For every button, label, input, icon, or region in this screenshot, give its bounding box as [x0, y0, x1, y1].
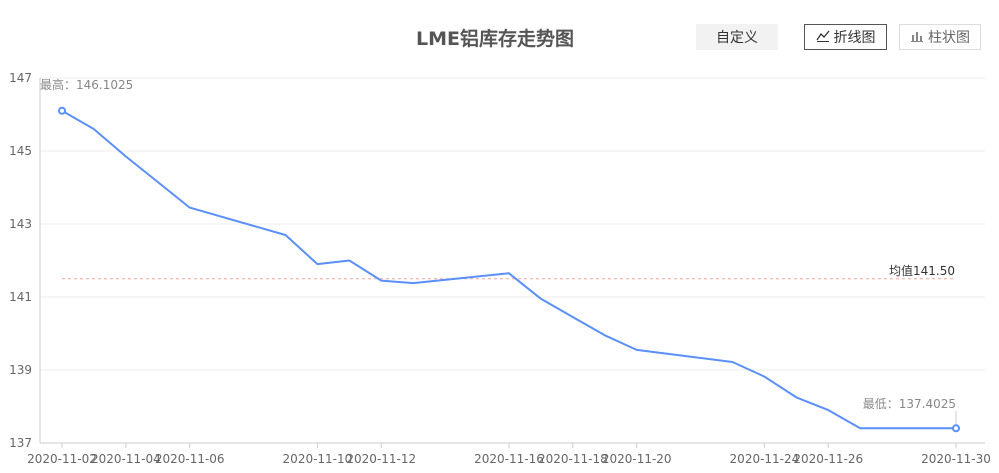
min-label: 最低：137.4025 — [863, 397, 956, 411]
x-tick-label: 2020-11-24 — [730, 452, 800, 466]
y-tick-label: 137 — [9, 436, 32, 450]
line-chart-button[interactable]: 折线图 — [804, 24, 887, 50]
custom-button-label: 自定义 — [716, 30, 758, 46]
bar-chart-icon — [910, 25, 924, 51]
x-tick-label: 2020-11-30 — [921, 452, 991, 466]
y-tick-label: 145 — [9, 144, 32, 158]
max-label: 最高：146.1025 — [40, 77, 133, 92]
custom-button[interactable]: 自定义 — [696, 24, 778, 50]
x-tick-label: 2020-11-10 — [283, 452, 353, 466]
bar-chart-button-label: 柱状图 — [928, 30, 970, 46]
chart-title: LME铝库存走势图 — [416, 28, 574, 50]
x-tick-label: 2020-11-02 — [27, 452, 97, 466]
max-point — [58, 106, 66, 115]
min-point — [952, 424, 960, 433]
x-tick-label: 2020-11-16 — [474, 452, 544, 466]
x-tick-label: 2020-11-12 — [346, 452, 416, 466]
series-line — [61, 109, 956, 430]
y-tick-label: 147 — [9, 71, 32, 85]
y-tick-label: 139 — [9, 363, 32, 377]
x-tick-label: 2020-11-20 — [602, 452, 672, 466]
bar-chart-button[interactable]: 柱状图 — [899, 24, 981, 50]
y-tick-label: 141 — [9, 290, 32, 304]
x-tick-label: 2020-11-26 — [793, 452, 863, 466]
y-tick-label: 143 — [9, 217, 32, 231]
line-chart-button-label: 折线图 — [833, 30, 876, 46]
line-chart-icon — [815, 25, 830, 51]
x-tick-label: 2020-11-06 — [155, 452, 225, 466]
x-tick-label: 2020-11-18 — [538, 452, 608, 466]
x-tick-label: 2020-11-04 — [91, 452, 161, 466]
mean-label: 均值141.50 — [889, 263, 955, 278]
